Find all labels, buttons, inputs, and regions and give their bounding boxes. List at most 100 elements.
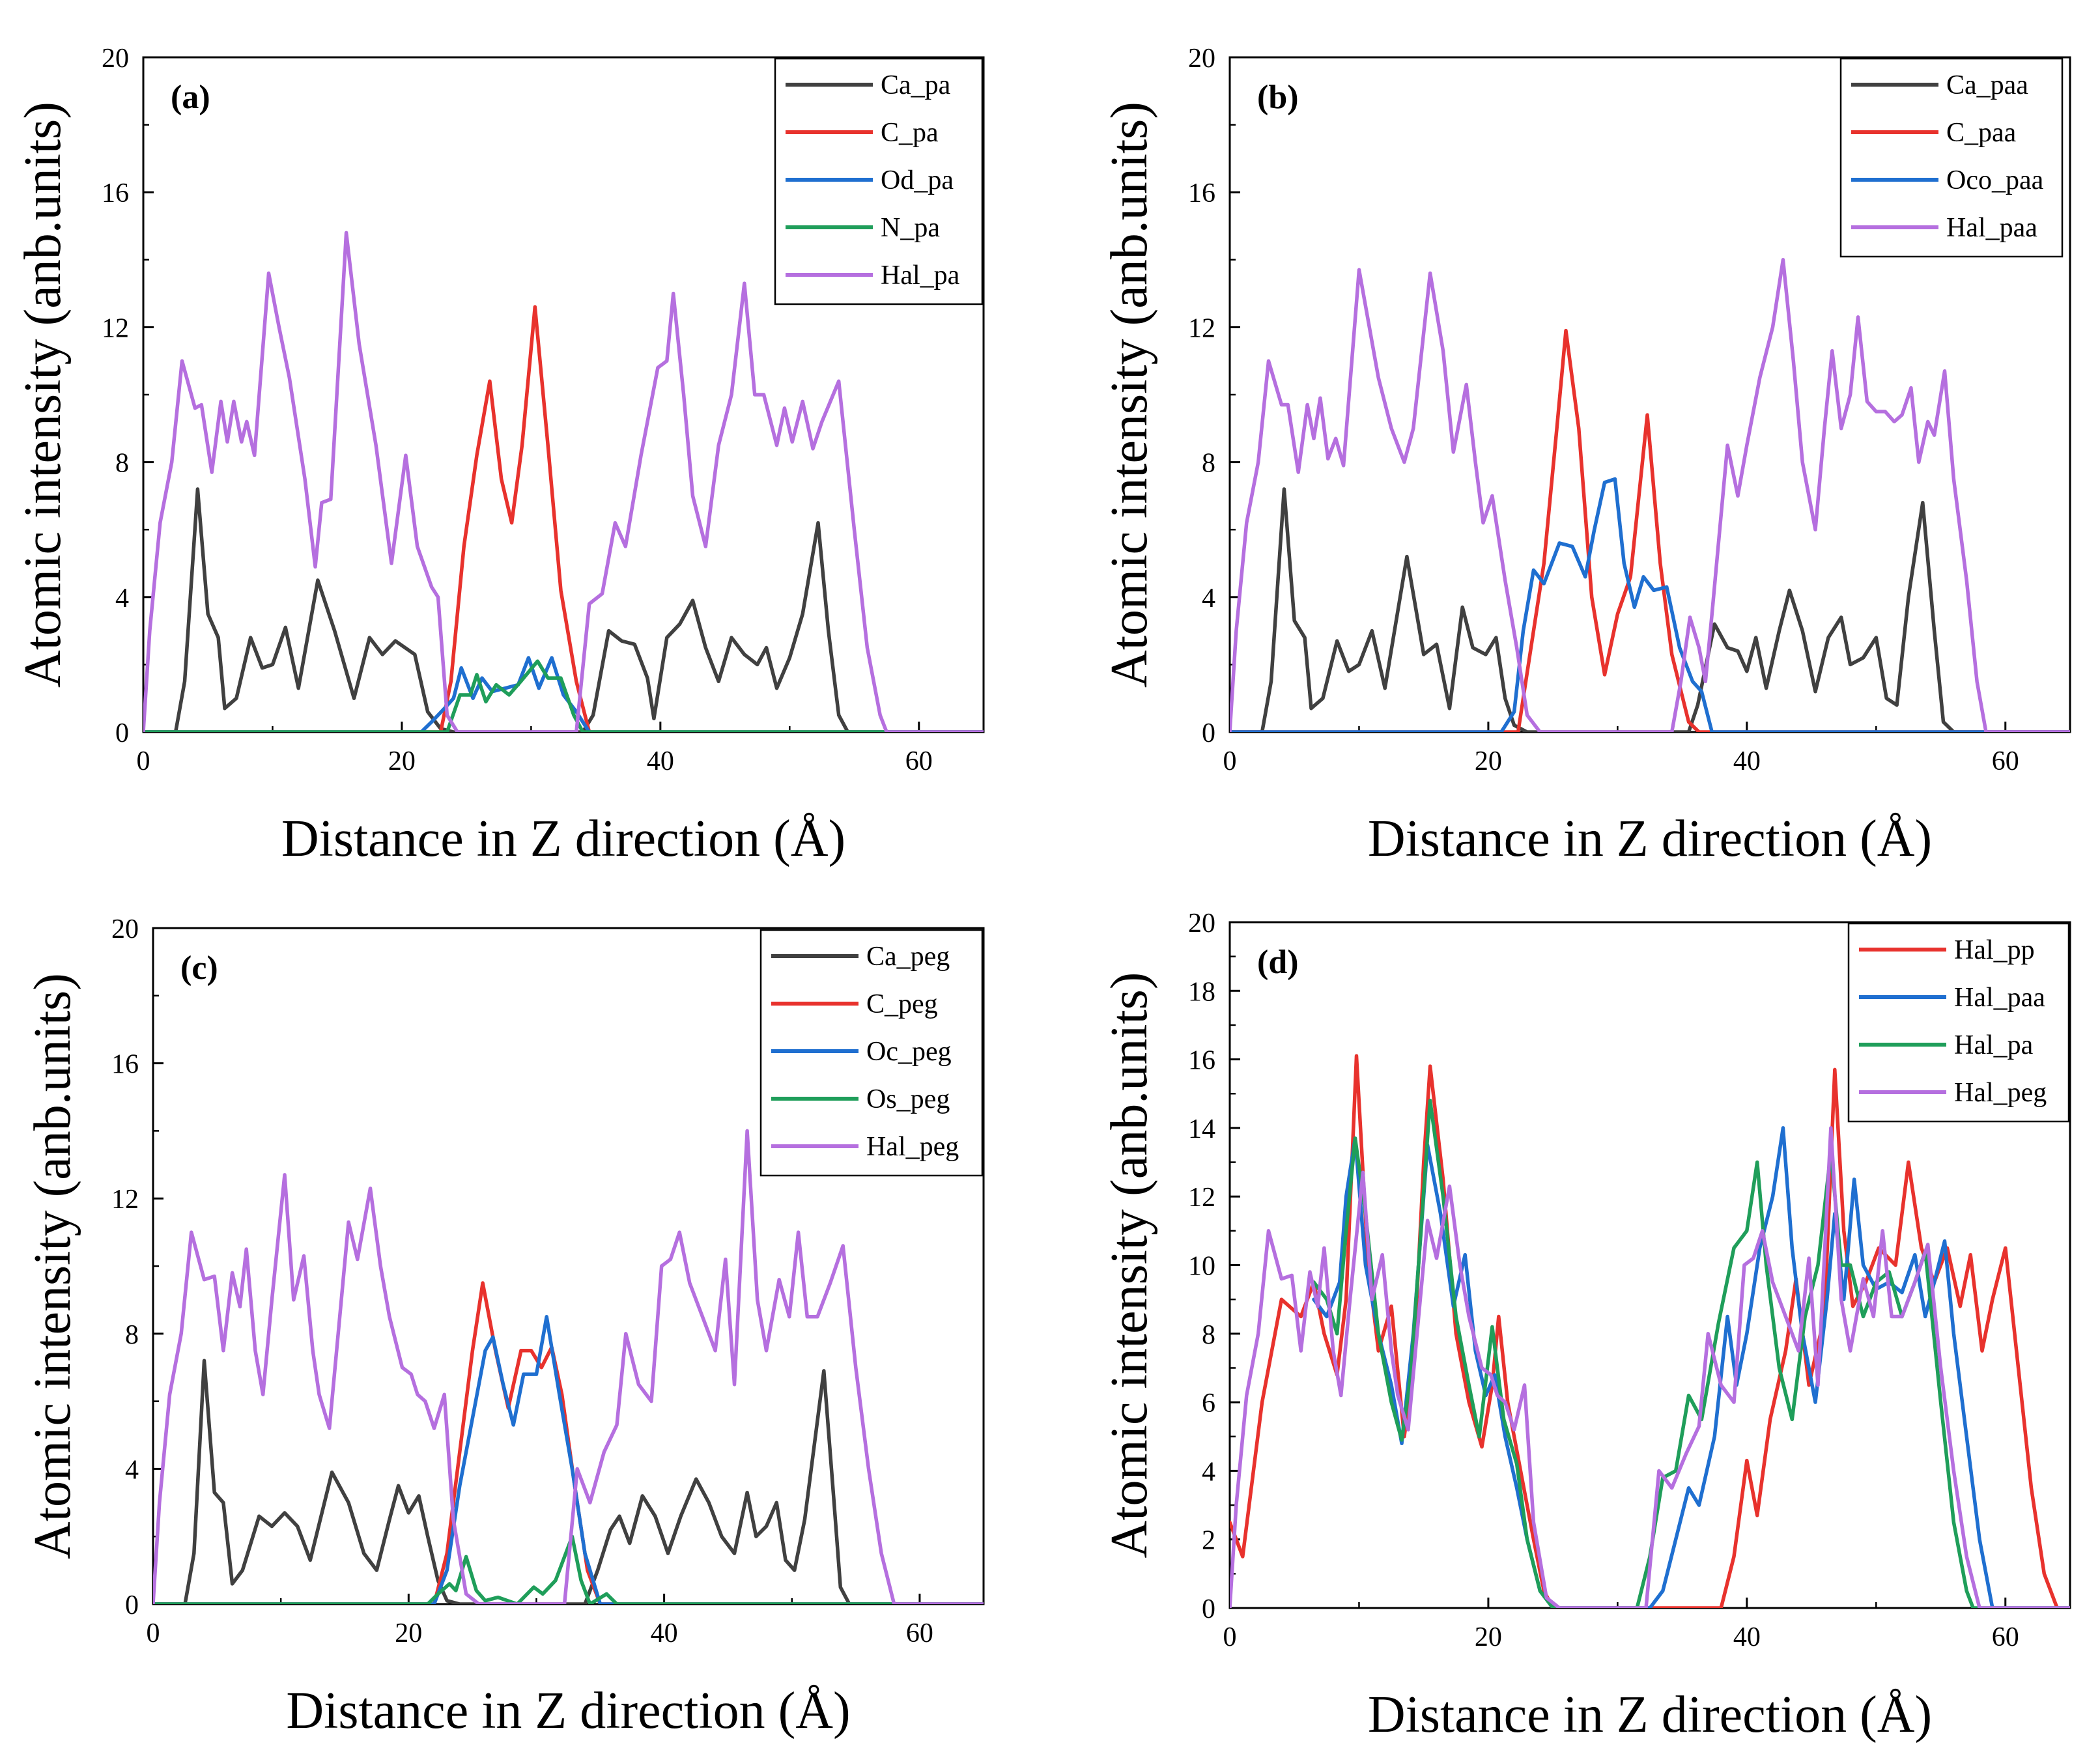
- x-axis-title: Distance in Z direction (Å): [1368, 1686, 1932, 1743]
- legend: Hal_pp Hal_paa Hal_pa Hal_peg: [1847, 922, 2070, 1123]
- legend-entry: Oc_peg: [866, 1037, 952, 1067]
- x-tick-label: 20: [1475, 746, 1502, 776]
- y-tick-label: 4: [1202, 584, 1215, 614]
- y-tick-label: 4: [1202, 1457, 1215, 1487]
- y-tick-label: 14: [1188, 1114, 1215, 1144]
- series-line-c-pa: [143, 305, 984, 732]
- legend: Ca_pa C_pa Od_pa N_pa Hal_pa: [774, 57, 984, 305]
- x-tick-label: 60: [906, 1618, 933, 1648]
- chart-panel-d: 0 20 40 60 0 2 4 6 8 10 12 14 16 18 20 Distance in Z di…: [1101, 909, 2071, 1743]
- legend-entry: Hal_paa: [1954, 983, 2045, 1013]
- y-tick-label: 0: [1202, 718, 1215, 748]
- x-tick-label: 40: [1733, 746, 1761, 776]
- legend-entry: N_pa: [881, 213, 940, 243]
- y-tick-label: 0: [125, 1590, 139, 1620]
- x-tick-label: 60: [1992, 746, 2019, 776]
- series-line-ca-peg: [153, 1359, 984, 1604]
- chart-panel-a: 0 20 40 60 0 4 8 12 16 20 Distance in Z direction …: [14, 44, 985, 867]
- legend-entry: Ca_pa: [881, 70, 951, 100]
- series-line-n-pa: [143, 659, 984, 732]
- y-tick-label: 6: [1202, 1389, 1215, 1418]
- y-tick-label: 8: [1202, 449, 1215, 479]
- legend-entry: Hal_pa: [881, 261, 960, 290]
- y-tick-label: 12: [102, 313, 129, 343]
- y-tick-label: 8: [125, 1320, 139, 1350]
- x-tick-label: 0: [1223, 746, 1237, 776]
- y-tick-label: 4: [115, 584, 129, 614]
- legend-entry: C_peg: [866, 989, 938, 1019]
- series-line-c-paa: [1230, 328, 2070, 732]
- y-tick-label: 0: [115, 718, 129, 748]
- x-tick-label: 40: [651, 1618, 678, 1648]
- panel-label: (b): [1257, 79, 1299, 116]
- y-axis-title: Atomic intensity (anb.units): [1101, 102, 1158, 688]
- series-group: [153, 1129, 984, 1604]
- x-tick-label: 40: [1733, 1622, 1761, 1652]
- y-tick-label: 12: [1188, 1183, 1215, 1213]
- panel-label: (c): [180, 950, 218, 987]
- y-axis-title: Atomic intensity (anb.units): [24, 973, 81, 1559]
- chart-panel-b: 0 20 40 60 0 4 8 12 16 20 Distance in Z direction …: [1101, 44, 2071, 867]
- x-tick-label: 60: [905, 746, 933, 776]
- y-tick-label: 0: [1202, 1594, 1215, 1624]
- x-tick-label: 20: [1475, 1622, 1502, 1652]
- series-line-hal-peg: [153, 1129, 984, 1604]
- x-axis-title: Distance in Z direction (Å): [286, 1682, 850, 1740]
- legend-box: [1847, 922, 2070, 1123]
- legend-entry: Hal_pp: [1954, 935, 2035, 965]
- y-tick-label: 20: [102, 44, 129, 74]
- y-axis-title: Atomic intensity (anb.units): [1101, 972, 1158, 1558]
- legend-entry: Os_peg: [866, 1084, 950, 1114]
- series-line-oco-paa: [1230, 477, 2070, 732]
- legend: Ca_paa C_paa Oco_paa Hal_paa: [1839, 57, 2064, 258]
- series-line-ca-paa: [1230, 487, 2070, 732]
- series-line-hal-peg: [1230, 1126, 2070, 1608]
- series-line-hal-paa: [1230, 258, 2070, 732]
- x-tick-label: 20: [388, 746, 416, 776]
- y-tick-label: 4: [125, 1455, 139, 1485]
- legend-entry: Ca_paa: [1946, 70, 2028, 100]
- x-tick-label: 0: [137, 746, 150, 776]
- legend-entry: Oco_paa: [1946, 165, 2044, 195]
- x-tick-label: 0: [147, 1618, 160, 1648]
- series-line-oc-peg: [153, 1315, 984, 1604]
- y-tick-label: 12: [1188, 313, 1215, 343]
- x-tick-label: 40: [647, 746, 674, 776]
- x-tick-label: 20: [395, 1618, 422, 1648]
- legend-entry: Od_pa: [881, 165, 954, 195]
- y-tick-label: 8: [1202, 1320, 1215, 1350]
- legend-entry: C_pa: [881, 118, 939, 148]
- series-group: [143, 231, 984, 732]
- series-line-os-peg: [153, 1534, 984, 1604]
- x-axis-title: Distance in Z direction (Å): [1368, 810, 1932, 867]
- chart-panel-c: 0 20 40 60 0 4 8 12 16 20 Distance in Z direction …: [24, 914, 985, 1740]
- x-axis-title: Distance in Z direction (Å): [281, 810, 845, 867]
- legend-entry: Hal_peg: [1954, 1078, 2047, 1108]
- y-tick-label: 8: [115, 449, 129, 479]
- y-tick-label: 20: [1188, 909, 1215, 938]
- legend-entry: Hal_paa: [1946, 213, 2037, 243]
- legend-entry: Hal_pa: [1954, 1030, 2034, 1060]
- y-tick-label: 20: [111, 914, 139, 944]
- y-tick-label: 20: [1188, 44, 1215, 74]
- series-group: [1230, 258, 2070, 732]
- series-line-hal-pp: [1230, 1054, 2070, 1608]
- series-line-ca-pa: [143, 487, 984, 732]
- y-tick-label: 16: [1188, 1046, 1215, 1076]
- y-tick-label: 12: [111, 1185, 139, 1215]
- legend-entry: Ca_peg: [866, 942, 950, 972]
- panel-label: (a): [171, 79, 210, 116]
- y-tick-label: 16: [111, 1050, 139, 1080]
- series-line-od-pa: [143, 656, 984, 732]
- x-tick-label: 0: [1223, 1622, 1237, 1652]
- legend: Ca_peg C_peg Oc_peg Os_peg Hal_peg: [759, 929, 984, 1177]
- legend-box: [1839, 57, 2064, 258]
- legend-entry: Hal_peg: [866, 1132, 959, 1162]
- y-tick-label: 16: [102, 178, 129, 208]
- y-tick-label: 2: [1202, 1526, 1215, 1556]
- legend-entry: C_paa: [1946, 118, 2017, 148]
- y-tick-label: 10: [1188, 1252, 1215, 1282]
- x-tick-label: 60: [1992, 1622, 2019, 1652]
